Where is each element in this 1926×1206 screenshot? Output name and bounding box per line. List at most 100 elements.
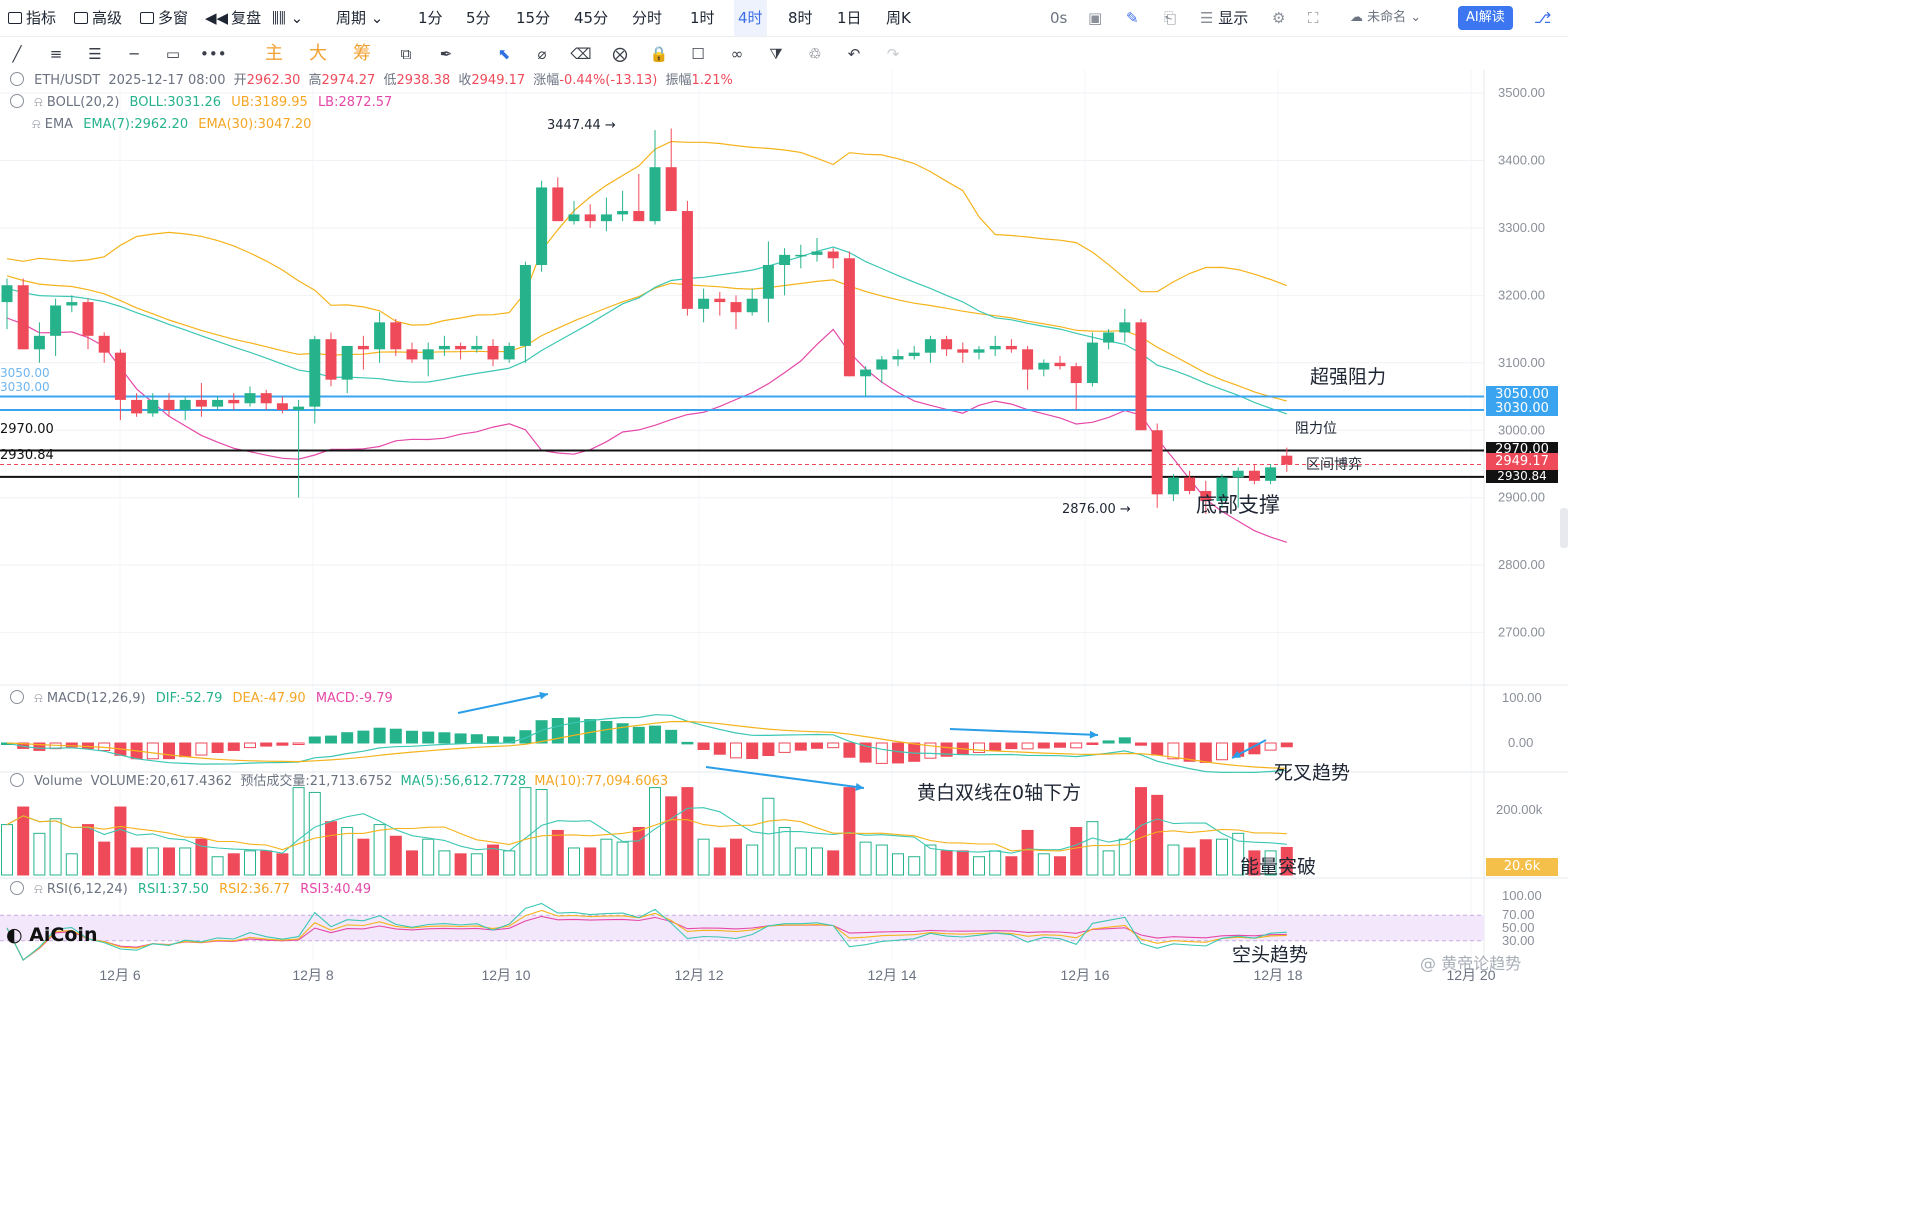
volume-bar bbox=[470, 853, 483, 876]
interval-4h[interactable]: 4时 bbox=[734, 0, 767, 36]
close-key: 收 bbox=[458, 73, 472, 88]
macd-bar bbox=[179, 742, 192, 758]
rsi-pane bbox=[0, 902, 1484, 961]
chart-type-dropdown[interactable]: ⫼⫼ ⌄ bbox=[272, 0, 303, 36]
interval-5m[interactable]: 5分 bbox=[466, 9, 491, 27]
multi-window-button[interactable]: 多窗 bbox=[140, 0, 188, 36]
share-icon[interactable]: ⎇ bbox=[1534, 9, 1552, 27]
candle-body bbox=[212, 399, 224, 407]
interval-week[interactable]: 周K bbox=[886, 9, 911, 27]
volume-bar bbox=[1151, 794, 1164, 876]
trash-icon[interactable]: ♲ bbox=[808, 45, 822, 63]
rsi-header: ⍾ RSI(6,12,24) RSI1:37.50 RSI2:36.77 RSI… bbox=[10, 881, 371, 899]
house-icon bbox=[74, 12, 88, 24]
period-dropdown[interactable]: 周期 ⌄ bbox=[336, 0, 383, 36]
volume-bar bbox=[308, 791, 321, 876]
macd-bar bbox=[276, 742, 289, 746]
magnet-icon[interactable]: ⨂ bbox=[612, 45, 628, 63]
volume-bar bbox=[1021, 829, 1034, 876]
ema7-value: EMA(7):2962.20 bbox=[83, 117, 189, 132]
rectangle-tool-icon[interactable]: ▭ bbox=[165, 45, 181, 63]
collapse-icon[interactable] bbox=[10, 773, 24, 787]
more-tools-icon[interactable]: ••• bbox=[200, 45, 227, 63]
bell-icon[interactable]: ⍾ bbox=[34, 95, 43, 110]
indicators-button[interactable]: 指标 bbox=[8, 0, 56, 36]
brush-icon[interactable]: ✒ bbox=[439, 45, 453, 63]
macd-bar bbox=[616, 723, 629, 744]
undo-icon[interactable]: ↶ bbox=[847, 45, 861, 63]
interval-45m[interactable]: 45分 bbox=[574, 9, 609, 27]
candle-body bbox=[66, 302, 78, 306]
kline-chart[interactable]: 3500.00 3400.00 3300.00 3200.00 3100.00 3000.… bbox=[0, 0, 1568, 987]
candle-body bbox=[147, 399, 159, 414]
macd-axis-label: 0.00 bbox=[1508, 735, 1533, 750]
ruler-icon[interactable]: ⌀ bbox=[537, 45, 547, 63]
interval-15m[interactable]: 15分 bbox=[516, 9, 551, 27]
macd-bar bbox=[33, 742, 46, 751]
bell-icon[interactable]: ⍾ bbox=[34, 691, 43, 706]
boll-label: BOLL(20,2) bbox=[46, 95, 120, 110]
macd-value: MACD:-9.79 bbox=[315, 691, 393, 706]
interval-1m[interactable]: 1分 bbox=[418, 9, 443, 27]
line-tool-icon[interactable]: ╱ bbox=[12, 45, 22, 63]
macd-bar bbox=[211, 742, 224, 754]
period-label: 周期 bbox=[336, 9, 367, 27]
volume-bar bbox=[65, 853, 78, 876]
fullscreen-icon[interactable]: ⛶ bbox=[1308, 9, 1319, 27]
hline-tool-icon[interactable]: ≡ bbox=[49, 45, 63, 63]
filter-icon[interactable]: ⧩ bbox=[769, 45, 783, 63]
lock-icon[interactable]: 🔒 bbox=[649, 45, 669, 63]
collapse-icon[interactable] bbox=[10, 690, 24, 704]
bell-icon[interactable]: ⍾ bbox=[32, 117, 41, 132]
collapse-icon[interactable] bbox=[10, 881, 24, 895]
collapse-icon[interactable] bbox=[10, 94, 24, 108]
volume-bar bbox=[487, 844, 499, 876]
volume-bar bbox=[1037, 853, 1050, 876]
boll-upper-band bbox=[6, 140, 1288, 326]
chart-icon bbox=[8, 12, 22, 24]
change-value: -0.44%(-13.13) bbox=[559, 73, 658, 88]
pencil-icon[interactable]: ✎ bbox=[1126, 9, 1139, 27]
interval-8h[interactable]: 8时 bbox=[788, 9, 813, 27]
advanced-button[interactable]: 高级 bbox=[74, 0, 122, 36]
ray-tool-icon[interactable]: ─ bbox=[129, 45, 139, 63]
range-annotation: 区间博弈 bbox=[1306, 457, 1362, 473]
camera-icon[interactable]: ▣ bbox=[1088, 9, 1103, 27]
link-icon[interactable]: ∞ bbox=[730, 45, 744, 63]
death-cross-annotation: 死叉趋势 bbox=[1274, 762, 1351, 784]
collapse-icon[interactable] bbox=[10, 72, 24, 86]
bell-icon[interactable]: ⍾ bbox=[34, 882, 43, 897]
ai-interpret-button[interactable]: AI解读 bbox=[1458, 6, 1513, 30]
template-icon[interactable]: ☐ bbox=[691, 45, 705, 63]
candle-body bbox=[779, 254, 791, 265]
panel-toggle-handle[interactable] bbox=[1560, 508, 1568, 548]
interval-1d[interactable]: 1日 bbox=[837, 9, 862, 27]
candle-body bbox=[730, 302, 742, 313]
big-order-tool[interactable]: 大 bbox=[309, 43, 327, 64]
tag-last-price: 2949.17 bbox=[1486, 453, 1558, 471]
replay-button[interactable]: ◀◀ 复盘 bbox=[205, 0, 261, 36]
volume-bar bbox=[616, 841, 629, 876]
eraser-icon[interactable]: ⌫ bbox=[570, 45, 592, 63]
chips-tool[interactable]: 筹 bbox=[353, 43, 371, 64]
settings-icon[interactable]: ⚙ bbox=[1272, 9, 1286, 27]
macd-flat-arrow bbox=[949, 728, 1099, 736]
measure-icon[interactable]: ⧉ bbox=[400, 45, 412, 63]
main-chart-tool[interactable]: 主 bbox=[265, 43, 283, 64]
macd-bar bbox=[357, 730, 370, 744]
account-dropdown[interactable]: ☁ 未命名 ⌄ bbox=[1350, 0, 1421, 36]
volume-bar bbox=[341, 827, 354, 876]
channel-tool-icon[interactable]: ☰ bbox=[88, 45, 102, 63]
macd-dif: DIF:-52.79 bbox=[155, 691, 223, 706]
candle-body bbox=[973, 349, 985, 353]
volume-bar bbox=[632, 827, 645, 876]
cursor-icon[interactable]: ⬉ bbox=[497, 45, 511, 63]
interval-timeshare[interactable]: 分时 bbox=[632, 9, 663, 27]
macd-bar bbox=[535, 720, 548, 744]
interval-1h[interactable]: 1时 bbox=[690, 9, 715, 27]
volume-bar bbox=[389, 835, 402, 876]
display-button[interactable]: ☰ 显示 bbox=[1200, 0, 1248, 36]
share-screen-icon[interactable]: ⎗ bbox=[1164, 9, 1177, 27]
date-axis-label: 12月 10 bbox=[481, 967, 530, 983]
redo-icon[interactable]: ↷ bbox=[886, 45, 900, 63]
